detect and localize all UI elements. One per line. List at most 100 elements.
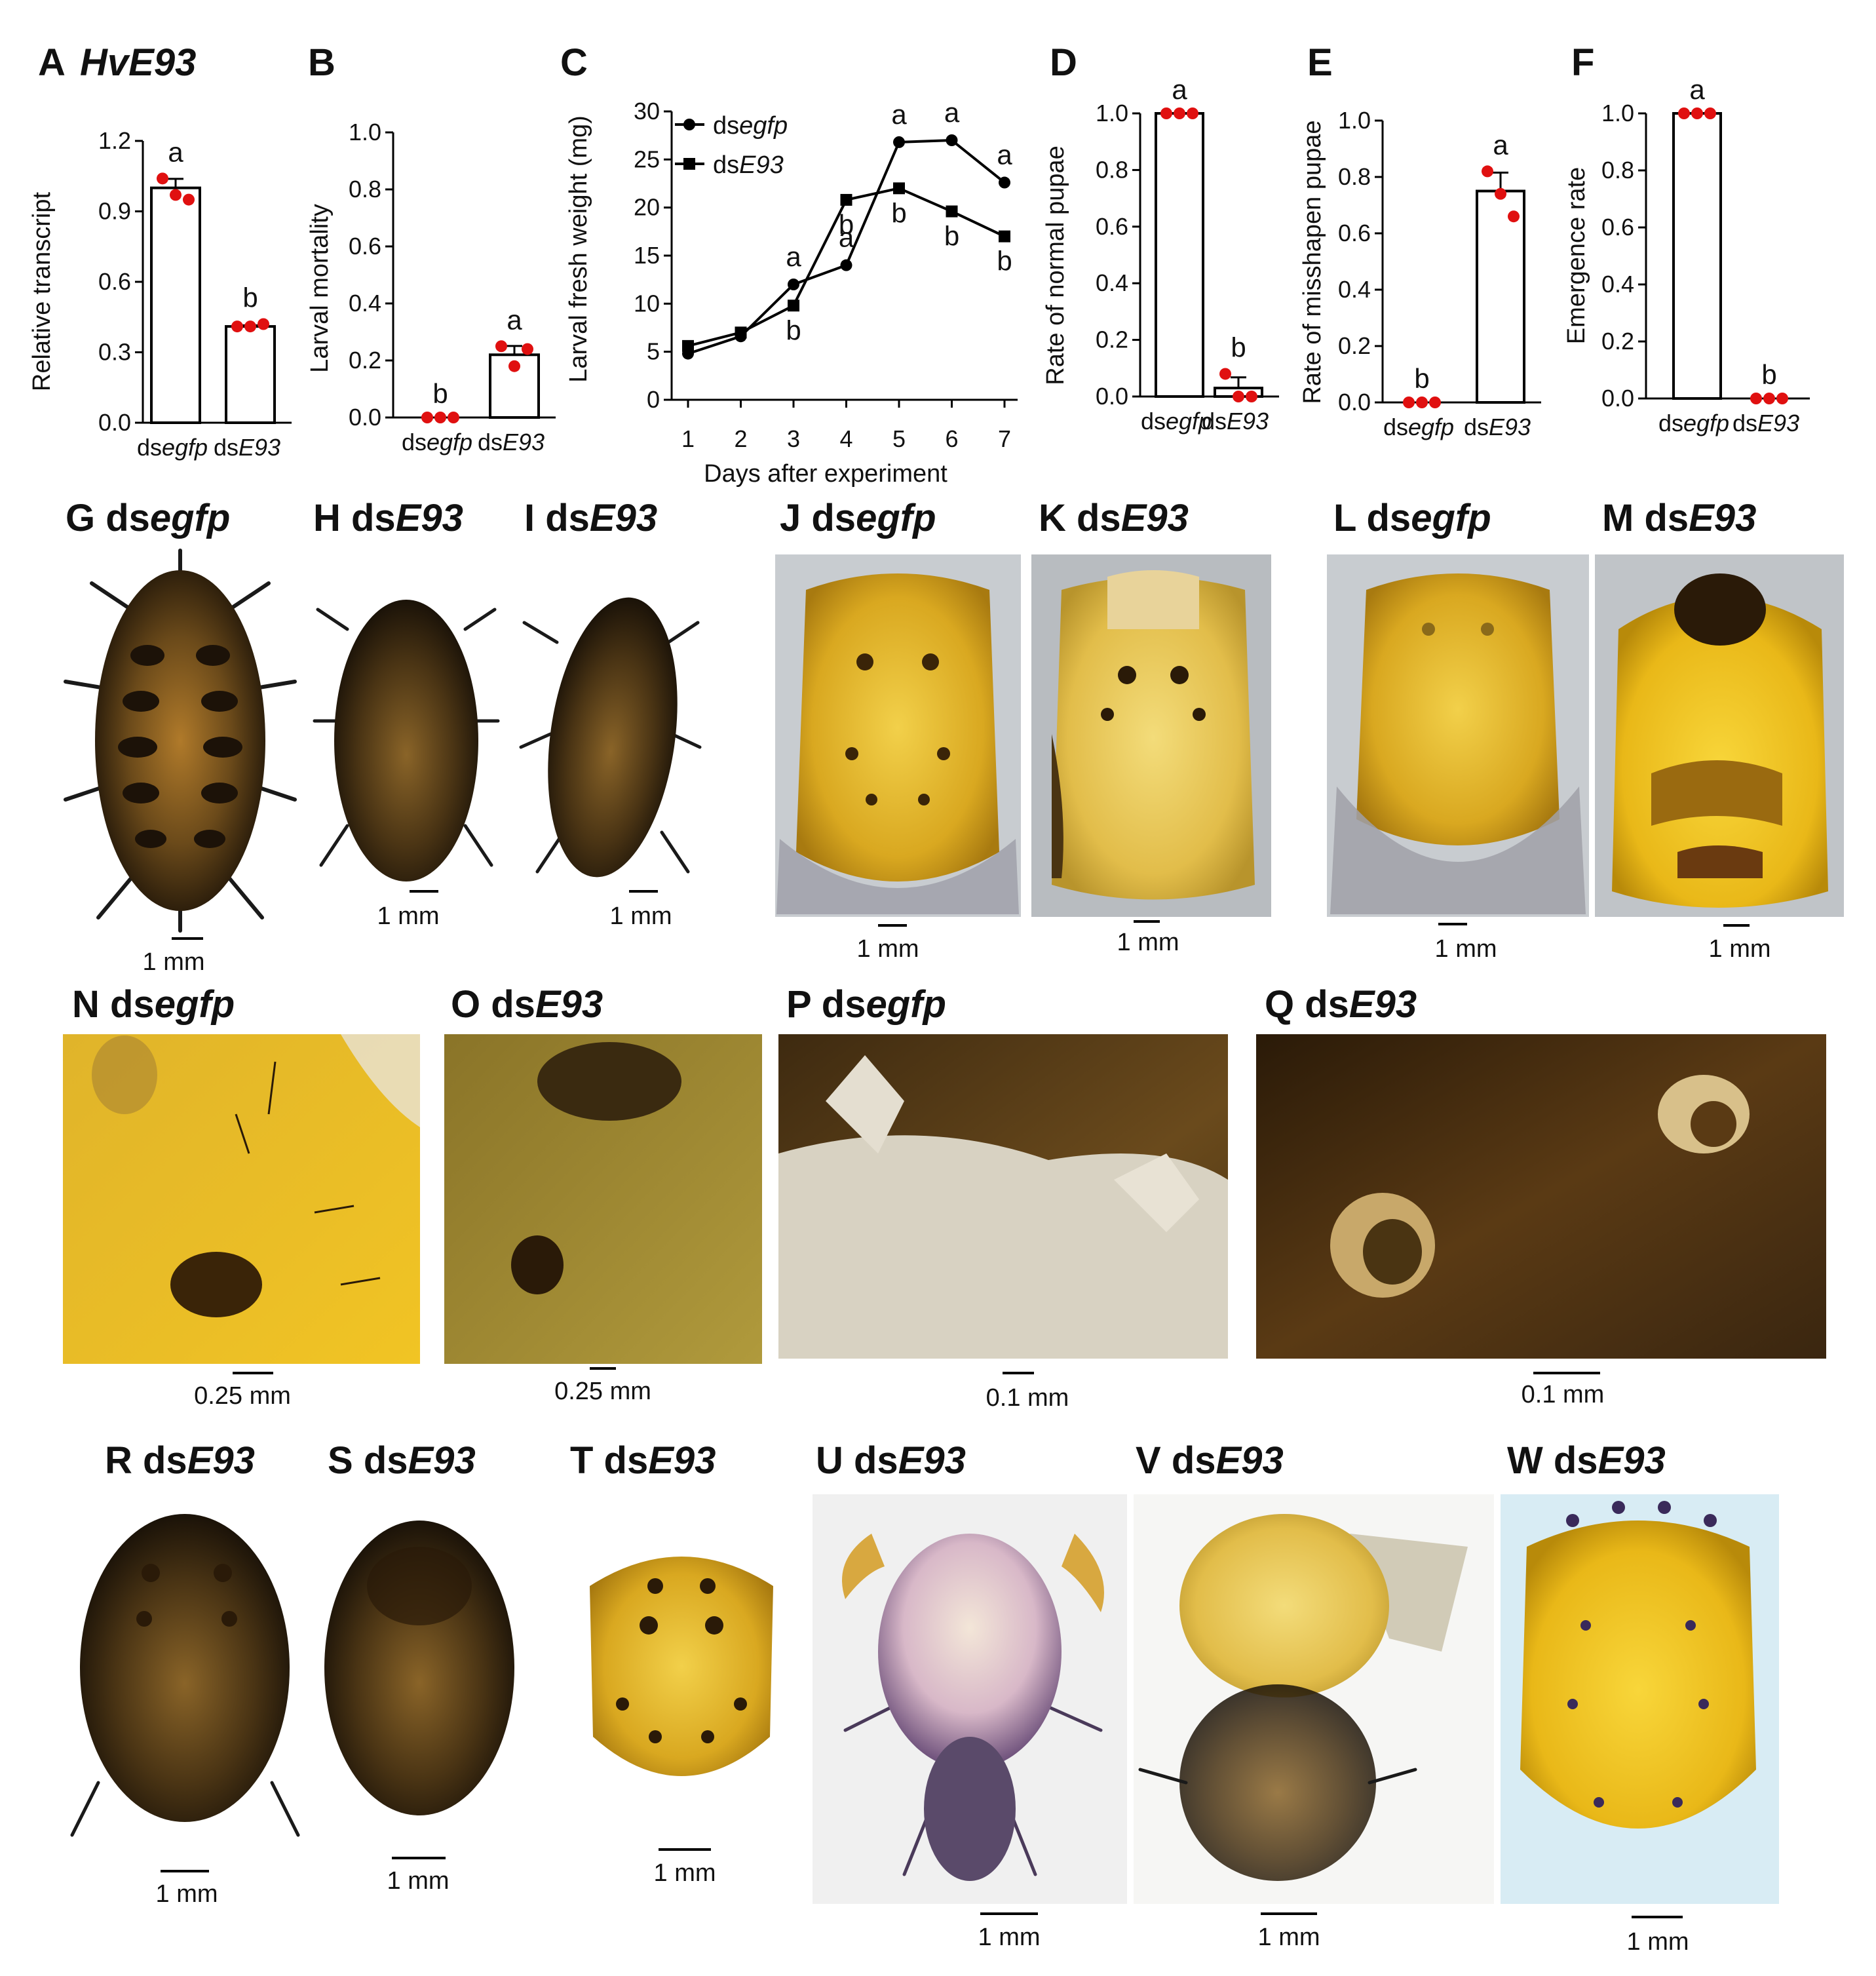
scale-bar-label: 1 mm (387, 1867, 450, 1895)
significance-letter: a (944, 97, 960, 128)
panel-label-M: M dsE93 (1602, 497, 1756, 539)
panel-label-T: T dsE93 (570, 1439, 716, 1482)
panel-label-J: J dsegfp (780, 497, 936, 539)
category-label: dsegfp (1658, 410, 1729, 436)
category-label: dsE93 (1464, 414, 1531, 440)
y-tick-label: 0.4 (349, 290, 381, 317)
label-group-Q: Q dsE93 0.1 mm (1265, 983, 1604, 1408)
photo-M (1595, 554, 1844, 917)
category-label: dsE93 (1732, 410, 1799, 436)
y-tick-label: 0.6 (98, 268, 131, 295)
series-dsE93: b b b b b dsE93 (675, 151, 1012, 352)
data-point (170, 189, 182, 201)
scale-bar-label: 1 mm (1117, 929, 1179, 956)
significance-letter: b (1414, 363, 1429, 394)
data-point (434, 412, 446, 423)
panel-label-L: L dsegfp (1333, 497, 1491, 539)
y-tick-label: 10 (634, 290, 660, 317)
scale-bar-label: 1 mm (1709, 935, 1771, 963)
larva-spines (64, 549, 297, 933)
significance-letter: a (168, 136, 183, 167)
marker (788, 300, 799, 312)
legend-label: dsegfp (713, 112, 788, 140)
category-label: dsE93 (214, 434, 280, 461)
chart-F: 0.0 0.2 0.4 0.6 0.8 1.0 Emergence rate a dsegfp b… (1563, 74, 1810, 436)
x-tick-label: 5 (892, 425, 906, 452)
x-tick-label: 6 (945, 425, 958, 452)
panel-label-P: P dsegfp (786, 983, 946, 1026)
significance-letter: a (997, 140, 1012, 170)
bar (1476, 189, 1525, 404)
significance-letter: b (242, 282, 258, 313)
photo-I (518, 589, 702, 890)
y-tick-label: 1.0 (1601, 100, 1634, 126)
chart-E: 0.0 0.2 0.4 0.6 0.8 1.0 Rate of misshapen pupa… (1299, 107, 1541, 440)
label-group-M: M dsE93 1 mm (1602, 497, 1771, 963)
panel-letter-D: D (1050, 41, 1077, 84)
category-label: dsE93 (1202, 408, 1269, 435)
data-point (1416, 397, 1428, 408)
scale-bar-label: 1 mm (610, 902, 672, 930)
category-label: dsegfp (402, 429, 472, 455)
marker (999, 230, 1010, 242)
larva-body (548, 597, 678, 878)
bar (1672, 112, 1722, 400)
significance-letter: a (1493, 129, 1508, 160)
marker (682, 339, 694, 352)
label-group-G: G dsegfp 1 mm (66, 497, 230, 976)
panel-label-W: W dsE93 (1507, 1439, 1666, 1482)
scale-bar-label: 1 mm (1435, 935, 1497, 963)
data-point (508, 360, 520, 372)
label-group-J: J dsegfp 1 mm (780, 497, 936, 963)
y-tick-label: 0.2 (1096, 326, 1128, 353)
marker (735, 326, 747, 339)
label-group-U: U dsE93 1 mm (816, 1439, 1041, 1951)
data-point (448, 412, 459, 423)
x-tick-label: 4 (839, 425, 852, 452)
scale-bar-label: 1 mm (654, 1859, 716, 1887)
y-tick-label: 0.6 (1096, 213, 1128, 240)
label-group-V: V dsE93 1 mm (1136, 1439, 1320, 1951)
panel-label-U: U dsE93 (816, 1439, 966, 1482)
significance-letter: b (997, 246, 1012, 277)
label-group-N: N dsegfp 0.25 mm (72, 983, 291, 1410)
y-axis-label: Rate of misshapen pupae (1299, 120, 1326, 404)
y-tick-label: 0.8 (1096, 156, 1128, 183)
significance-letter: b (891, 197, 906, 228)
y-tick-label: 0.3 (98, 339, 131, 366)
y-tick-label: 0.6 (1601, 214, 1634, 241)
y-axis-label: Larval mortality (306, 204, 334, 373)
category-label: dsegfp (1383, 414, 1454, 440)
significance-letter: a (891, 99, 907, 130)
scale-bar-label: 1 mm (978, 1924, 1041, 1951)
category-label: dsegfp (137, 434, 208, 461)
photo-W (1501, 1494, 1779, 1904)
larva-body (878, 1534, 1062, 1770)
scale-bar-label: 1 mm (143, 948, 205, 976)
significance-letter: a (1689, 74, 1705, 105)
y-tick-label: 0.0 (1096, 383, 1128, 410)
data-point (258, 318, 269, 330)
y-tick-label: 0.4 (1096, 269, 1128, 296)
data-point (1750, 393, 1762, 404)
data-point (244, 320, 256, 333)
x-tick-label: 1 (681, 425, 695, 452)
data-point (1219, 368, 1231, 380)
label-group-O: O dsE93 0.25 mm (451, 983, 651, 1405)
bar (150, 186, 201, 424)
marker (788, 279, 799, 290)
y-tick-label: 1.2 (98, 127, 131, 154)
y-tick-label: 0.9 (98, 198, 131, 225)
data-point (522, 343, 533, 355)
significance-letter: b (1231, 332, 1246, 362)
y-tick-label: 5 (647, 338, 660, 365)
x-tick-label: 2 (734, 425, 747, 452)
bar (1155, 112, 1204, 398)
panel-letter-E: E (1307, 41, 1333, 84)
data-point (1174, 107, 1185, 119)
significance-letter: a (507, 304, 522, 335)
photo-G (64, 549, 297, 933)
data-point (1160, 107, 1172, 119)
chart-A: 0.0 0.3 0.6 0.9 1.2 Relative transcript a dsegf… (28, 127, 292, 461)
